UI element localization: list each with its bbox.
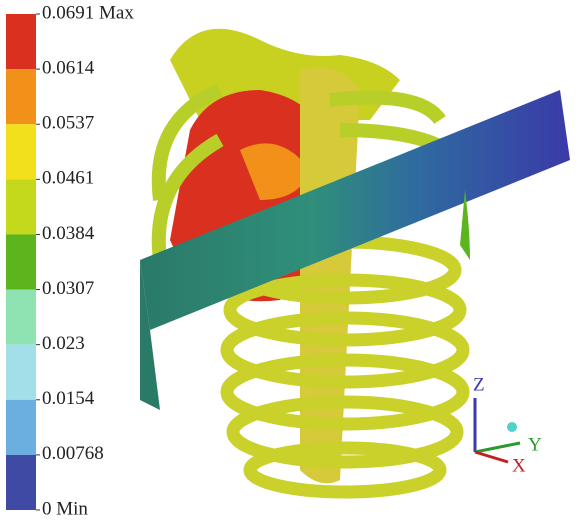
y-label: Y xyxy=(528,434,542,455)
legend-label: 0.0691 Max xyxy=(42,2,134,23)
legend-swatch xyxy=(6,124,36,179)
legend: 0.0691 Max 0.0614 0.0537 0.0461 0.0384 0.0307… xyxy=(6,2,134,519)
screen: 0.0691 Max 0.0614 0.0537 0.0461 0.0384 0.0307… xyxy=(0,0,582,521)
axis-triad: Z Y X xyxy=(473,374,542,476)
legend-label: 0.023 xyxy=(42,333,85,354)
legend-label: 0.0537 xyxy=(42,113,94,134)
legend-swatch xyxy=(6,179,36,234)
model xyxy=(140,29,570,492)
legend-label: 0.0154 xyxy=(42,388,95,409)
legend-label: 0.00768 xyxy=(42,443,104,464)
legend-swatch xyxy=(6,290,36,345)
legend-swatch xyxy=(6,14,36,69)
legend-swatch xyxy=(6,234,36,289)
legend-label: 0.0461 xyxy=(42,168,94,189)
legend-label: 0.0384 xyxy=(42,223,95,244)
legend-label: 0.0307 xyxy=(42,278,94,299)
legend-swatch xyxy=(6,345,36,400)
legend-swatch xyxy=(6,69,36,124)
legend-label: 0.0614 xyxy=(42,57,95,78)
x-label: X xyxy=(512,455,526,476)
legend-swatch xyxy=(6,400,36,455)
z-label: Z xyxy=(473,374,485,395)
legend-label: 0 Min xyxy=(42,498,88,519)
legend-swatch xyxy=(6,455,36,510)
